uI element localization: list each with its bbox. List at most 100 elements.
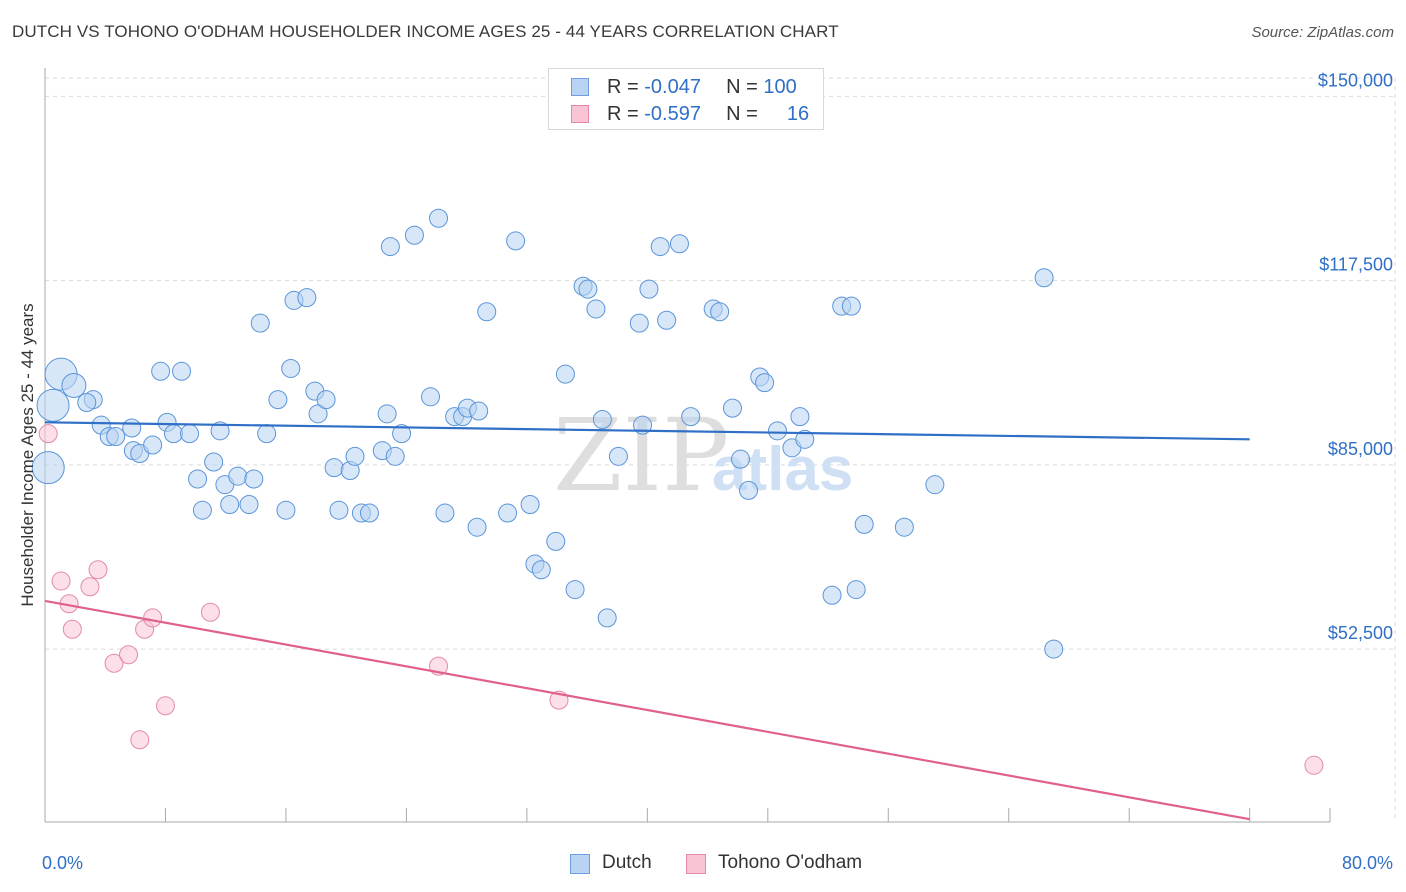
dutch-point [531, 560, 551, 580]
dutch-point [435, 503, 455, 523]
dutch-point [722, 398, 742, 418]
dutch-point [204, 452, 224, 472]
dutch-point [31, 451, 65, 485]
watermark-zip: ZIP [553, 397, 729, 514]
dutch-point [421, 387, 440, 407]
tohono-point [104, 653, 124, 673]
tohono-point [88, 560, 108, 580]
dutch-point [239, 495, 259, 515]
dutch-legend-label: Dutch [602, 852, 652, 873]
tohono-legend-swatch [686, 854, 706, 874]
dutch-point [1044, 639, 1064, 659]
y-axis-label: Householder Income Ages 25 - 44 years [18, 303, 37, 607]
x-tick-label: 80.0% [1342, 853, 1393, 873]
dutch-point [210, 421, 230, 441]
dutch-point [180, 424, 200, 444]
dutch-point [546, 531, 566, 551]
dutch-point [639, 279, 659, 299]
tohono-point [62, 619, 82, 639]
series-tohono-points [38, 424, 1324, 775]
dutch-point [106, 426, 126, 446]
dutch-point [228, 466, 248, 486]
dutch-point [608, 446, 628, 466]
dutch-point [469, 401, 489, 421]
dutch-point [297, 288, 317, 308]
dutch-point [36, 388, 70, 422]
dutch-point [795, 429, 815, 449]
dutch-point [143, 435, 163, 455]
n-label: N = [726, 103, 758, 125]
tohono-swatch [571, 105, 589, 123]
y-tick-label: $117,500 [1319, 255, 1393, 275]
axes [44, 68, 1331, 823]
tohono-point [143, 608, 163, 628]
stats-legend: R = -0.047 N = 100 R = -0.597 N = 16 [548, 68, 824, 130]
dutch-point [506, 231, 526, 251]
tohono-point [38, 424, 58, 444]
dutch-point [61, 372, 87, 398]
trend-lines [44, 421, 1250, 821]
dutch-trend-line [44, 421, 1250, 441]
tohono-n-value: 16 [786, 103, 810, 125]
dutch-point [392, 424, 412, 444]
x-tick-labels: 0.0% 80.0% [42, 853, 1393, 873]
dutch-point [739, 480, 759, 500]
dutch-point [1034, 268, 1054, 288]
series-legend: Dutch Tohono O'odham [0, 852, 1406, 878]
tohono-point [1304, 755, 1324, 775]
dutch-point [592, 409, 612, 429]
dutch-point [308, 404, 328, 424]
dutch-point [578, 279, 598, 299]
dutch-point [281, 358, 301, 378]
series-dutch-points [31, 208, 1064, 659]
dutch-point [276, 500, 296, 520]
dutch-point [925, 475, 945, 495]
dutch-point [324, 458, 344, 478]
dutch-point [192, 500, 212, 520]
dutch-point [151, 361, 171, 381]
dutch-point [188, 469, 208, 489]
tohono-point [200, 602, 220, 622]
tohono-point [130, 730, 150, 750]
r-label: R = [607, 76, 639, 98]
tohono-point [80, 577, 100, 597]
y-tick-labels: $52,500 $85,000 $117,500 $150,000 [1318, 70, 1393, 643]
dutch-point [467, 517, 487, 537]
dutch-point [629, 313, 649, 333]
dutch-point [377, 404, 397, 424]
dutch-legend-swatch [570, 854, 590, 874]
r-label: R = [607, 103, 639, 125]
dutch-r-value: -0.047 [644, 76, 701, 98]
y-tick-label: $150,000 [1318, 70, 1393, 90]
dutch-point [359, 503, 379, 523]
dutch-point [250, 313, 270, 333]
dutch-point [669, 234, 689, 254]
tohono-trend-line [44, 599, 1250, 821]
dutch-point [846, 580, 866, 600]
watermark-atlas: atlas [712, 435, 853, 504]
dutch-point [429, 208, 449, 228]
dutch-point [345, 446, 365, 466]
chart-title: DUTCH VS TOHONO O'ODHAM HOUSEHOLDER INCO… [12, 22, 839, 41]
dutch-point [755, 373, 775, 393]
dutch-point [767, 421, 787, 441]
dutch-point [650, 237, 670, 257]
dutch-point [498, 503, 518, 523]
dutch-point [586, 299, 606, 319]
source-label: Source: ZipAtlas.com [1251, 24, 1394, 41]
dutch-point [380, 237, 400, 257]
dutch-point [257, 424, 277, 444]
tohono-point [119, 645, 139, 665]
tohono-legend-label: Tohono O'odham [718, 852, 863, 873]
dutch-point [220, 495, 240, 515]
tohono-point [155, 696, 175, 716]
dutch-point [657, 310, 677, 330]
dutch-point [520, 495, 540, 515]
dutch-point [894, 517, 914, 537]
dutch-point [555, 364, 575, 384]
dutch-point [597, 608, 617, 628]
x-tick-label: 0.0% [42, 853, 83, 873]
dutch-point [731, 449, 751, 469]
dutch-point [404, 225, 424, 245]
